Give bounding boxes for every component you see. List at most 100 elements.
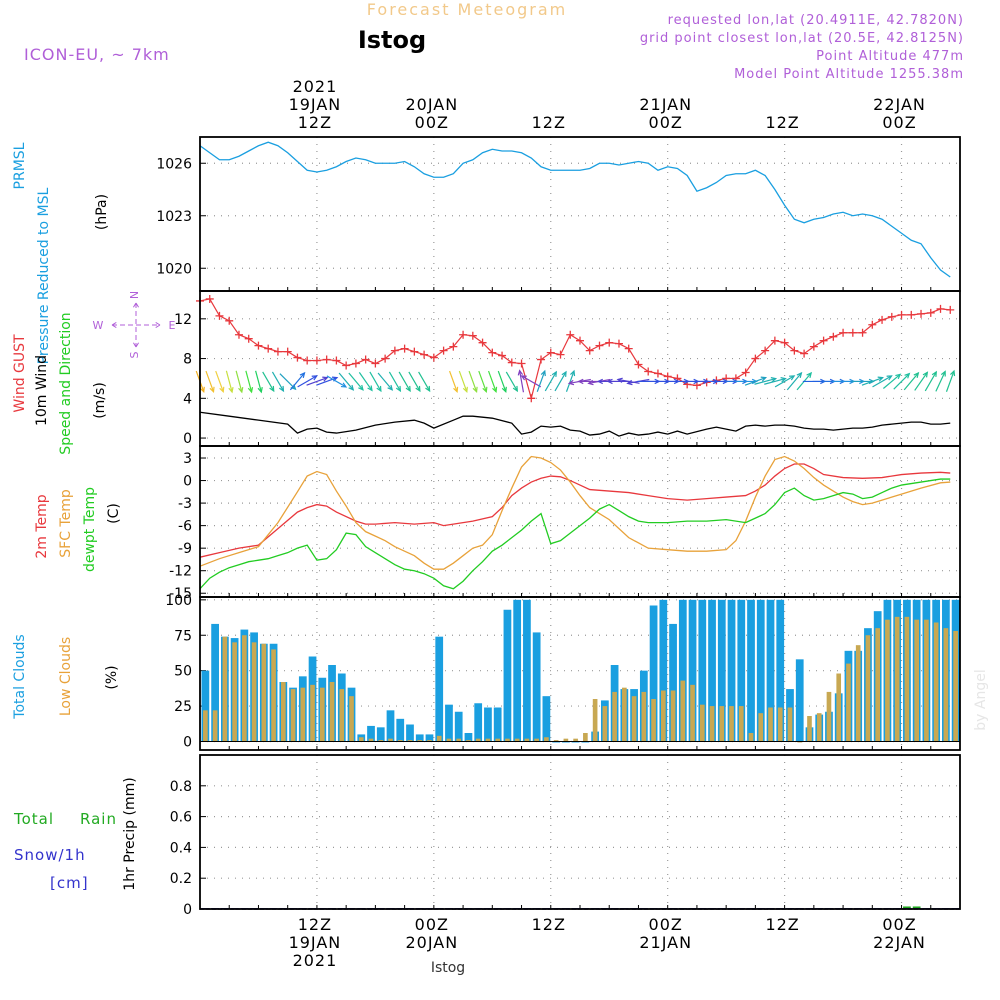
y-tick-label: -3 xyxy=(178,496,192,512)
top-time-label: 12Z xyxy=(765,113,799,132)
wind-direction-arrow xyxy=(418,371,431,393)
gust-marker xyxy=(371,359,380,368)
gust-marker xyxy=(576,336,584,345)
arrow-head xyxy=(895,373,902,380)
gust-marker xyxy=(381,354,390,363)
arrow-head xyxy=(311,375,318,381)
gust-marker xyxy=(663,372,672,381)
wind-direction-arrow xyxy=(774,375,796,388)
gust-marker xyxy=(488,348,497,357)
gust-marker xyxy=(468,331,477,340)
y-tick-label: 1026 xyxy=(156,156,192,172)
wind-direction-arrow xyxy=(935,370,946,392)
precip-frame xyxy=(199,754,961,910)
wind-direction-arrow xyxy=(205,370,215,394)
wind-direction-arrow xyxy=(225,370,234,394)
arrow-head xyxy=(376,385,382,393)
bottom-time-label: 00Z xyxy=(882,915,916,934)
wind-direction-arrow xyxy=(245,370,254,394)
low-cloud-bar xyxy=(300,687,306,742)
gust-marker xyxy=(283,347,292,356)
low-cloud-bar xyxy=(446,738,452,742)
low-cloud-bar xyxy=(261,643,267,742)
arrow-head xyxy=(540,369,546,377)
low-cloud-bar xyxy=(622,687,627,742)
gust-marker xyxy=(429,353,438,362)
arrow-shaft xyxy=(348,372,364,391)
gust-marker xyxy=(614,339,623,348)
pressure-axis-label: Pressure Reduced to MSL xyxy=(36,187,52,364)
top-time-label: 12Z xyxy=(298,113,332,132)
gust-marker xyxy=(946,305,955,314)
low-cloud-bar xyxy=(242,635,247,742)
gust-marker xyxy=(624,344,633,353)
gust-marker xyxy=(595,341,604,350)
wind-direction-arrow xyxy=(786,371,803,391)
gust-marker xyxy=(351,359,360,368)
gridpoint-coords: grid point closest lon,lat (20.5E, 42.81… xyxy=(640,31,964,46)
low-clouds-label: Low Clouds xyxy=(58,637,74,716)
pressure-unit-label: (hPa) xyxy=(94,194,110,230)
low-cloud-bar xyxy=(397,740,403,742)
bottom-time-label: 22JAN xyxy=(873,933,926,952)
total-cloud-bar xyxy=(542,696,551,742)
wind-direction-arrow xyxy=(536,369,546,392)
arrow-shaft xyxy=(786,372,802,391)
gust-marker xyxy=(585,346,594,355)
low-cloud-bar xyxy=(807,716,812,742)
gust-axis-label: Wind GUST xyxy=(12,334,28,413)
total-cloud-bar xyxy=(698,599,707,742)
arrow-shaft xyxy=(617,378,640,384)
total-cloud-bar xyxy=(513,599,522,742)
total-cloud-bar xyxy=(386,710,395,742)
low-cloud-bar xyxy=(651,699,656,742)
gust-marker xyxy=(312,356,321,365)
rain-bar xyxy=(903,906,911,908)
wind-compass: N W E S xyxy=(93,291,176,359)
total-cloud-bar xyxy=(211,623,219,742)
wind-direction-arrow xyxy=(616,377,640,384)
gust-marker xyxy=(829,332,838,341)
top-time-label: 2021 xyxy=(293,77,338,96)
chart-title: Istog xyxy=(358,26,426,54)
gust-marker xyxy=(264,344,273,353)
arrow-shaft xyxy=(369,371,382,392)
rain-bar xyxy=(912,906,921,908)
total-cloud-bar xyxy=(776,599,785,742)
arrow-head xyxy=(238,387,244,394)
y-tick-label: 1023 xyxy=(156,209,192,225)
gust-marker xyxy=(254,341,263,350)
arrow-shaft xyxy=(306,377,328,386)
wind-direction-arrow xyxy=(255,370,263,394)
y-tick-label: 3 xyxy=(183,451,192,467)
low-cloud-bar xyxy=(505,738,510,742)
top-time-label: 19JAN xyxy=(289,95,342,114)
low-cloud-bar xyxy=(680,680,686,742)
arrow-shaft xyxy=(408,371,421,392)
arrow-shaft xyxy=(861,377,883,386)
arrow-shaft xyxy=(271,371,284,392)
low-cloud-bar xyxy=(758,713,764,742)
low-cloud-bar xyxy=(583,733,588,742)
top-time-label: 00Z xyxy=(415,113,449,132)
arrow-shaft xyxy=(882,373,901,389)
wind-direction-arrow xyxy=(377,372,394,391)
arrow-shaft xyxy=(458,370,468,392)
requested-coords: requested lon,lat (20.4911E, 42.7820N) xyxy=(668,13,964,28)
total-cloud-bar xyxy=(523,599,531,742)
arrow-shaft xyxy=(297,375,318,388)
arrow-head xyxy=(492,386,498,394)
wind-direction-arrow xyxy=(565,369,576,392)
low-cloud-bar xyxy=(592,699,598,742)
bottom-time-label: 12Z xyxy=(298,915,332,934)
low-cloud-bar xyxy=(203,710,208,742)
wind-direction-arrow xyxy=(398,371,411,393)
gust-marker xyxy=(819,336,828,345)
low-cloud-bar xyxy=(748,733,754,742)
precip-unit-label: 1hr Precip (mm) xyxy=(122,777,138,890)
arrow-shaft xyxy=(872,375,892,388)
wind-direction-arrow xyxy=(388,371,402,393)
wind-panel: 0 4 8 12 xyxy=(174,291,961,447)
arrow-head xyxy=(780,377,787,383)
wind-direction-arrow xyxy=(764,377,787,385)
